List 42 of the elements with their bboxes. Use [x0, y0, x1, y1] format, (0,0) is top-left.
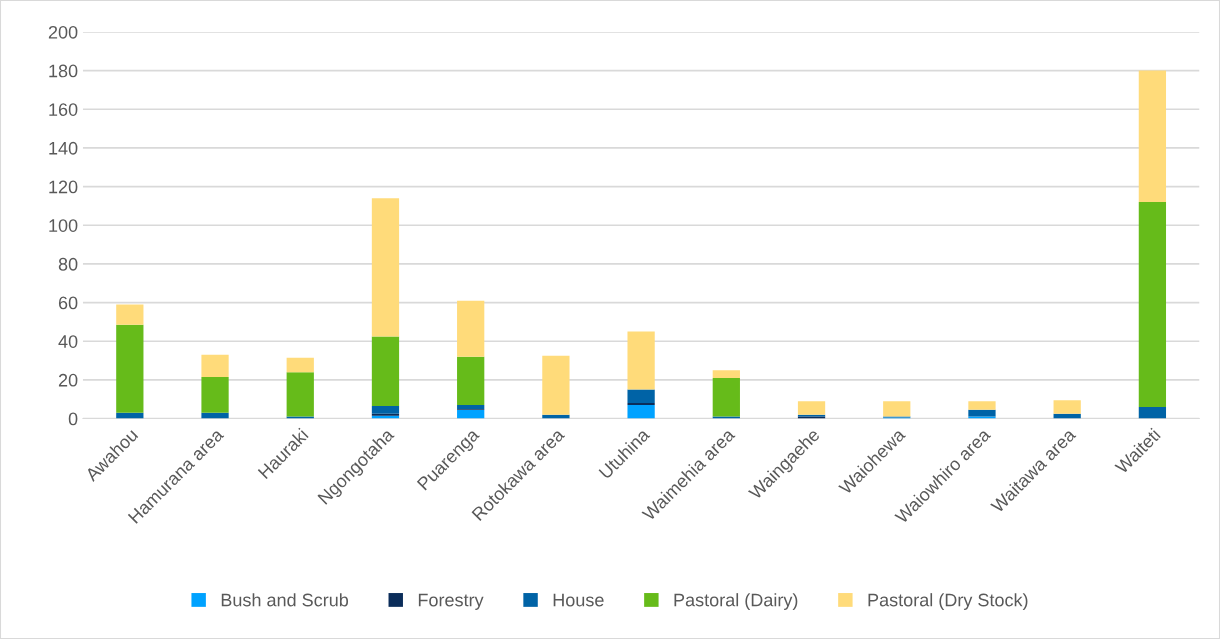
bar: [457, 300, 485, 357]
bar: [371, 198, 400, 337]
bar: [968, 409, 996, 417]
bar: [712, 370, 740, 378]
bar: [627, 389, 655, 404]
y-tick-label: 40: [58, 335, 78, 348]
bar: [883, 401, 911, 417]
legend-label: House: [553, 593, 604, 607]
bar: [116, 304, 144, 325]
y-tick-label: 140: [49, 141, 78, 155]
bar: [627, 405, 655, 419]
bar: [201, 354, 229, 377]
y-tick-label: 20: [58, 373, 78, 387]
bar: [286, 357, 314, 373]
bar: [968, 401, 996, 410]
legend-label: Forestry: [418, 593, 484, 610]
legend-label: Bush and Scrub: [221, 593, 349, 607]
y-tick-label: 120: [49, 180, 78, 194]
bar: [371, 336, 400, 406]
bar: [286, 372, 314, 417]
bar: [457, 356, 485, 406]
bar: [1138, 202, 1167, 407]
bar: [116, 324, 144, 413]
y-tick-label: 100: [49, 219, 78, 232]
y-tick-label: 160: [49, 103, 78, 116]
y-tick-label: 200: [48, 25, 78, 39]
bar: [797, 401, 826, 415]
y-tick-label: 180: [49, 64, 78, 78]
legend-label: Pastoral (Dairy): [674, 593, 798, 610]
bar: [1053, 400, 1081, 414]
legend-label: Pastoral (Dry Stock): [868, 593, 1028, 610]
y-tick-label: 80: [58, 257, 78, 271]
bar: [542, 355, 570, 415]
bar: [1138, 70, 1167, 203]
y-tick-label: 0: [68, 412, 78, 426]
bar: [371, 405, 400, 414]
bar: [457, 409, 485, 419]
bar: [201, 376, 229, 413]
y-tick-label: 60: [58, 296, 78, 310]
bar: [1138, 406, 1167, 419]
bar: [627, 331, 655, 390]
bar: [712, 377, 740, 417]
